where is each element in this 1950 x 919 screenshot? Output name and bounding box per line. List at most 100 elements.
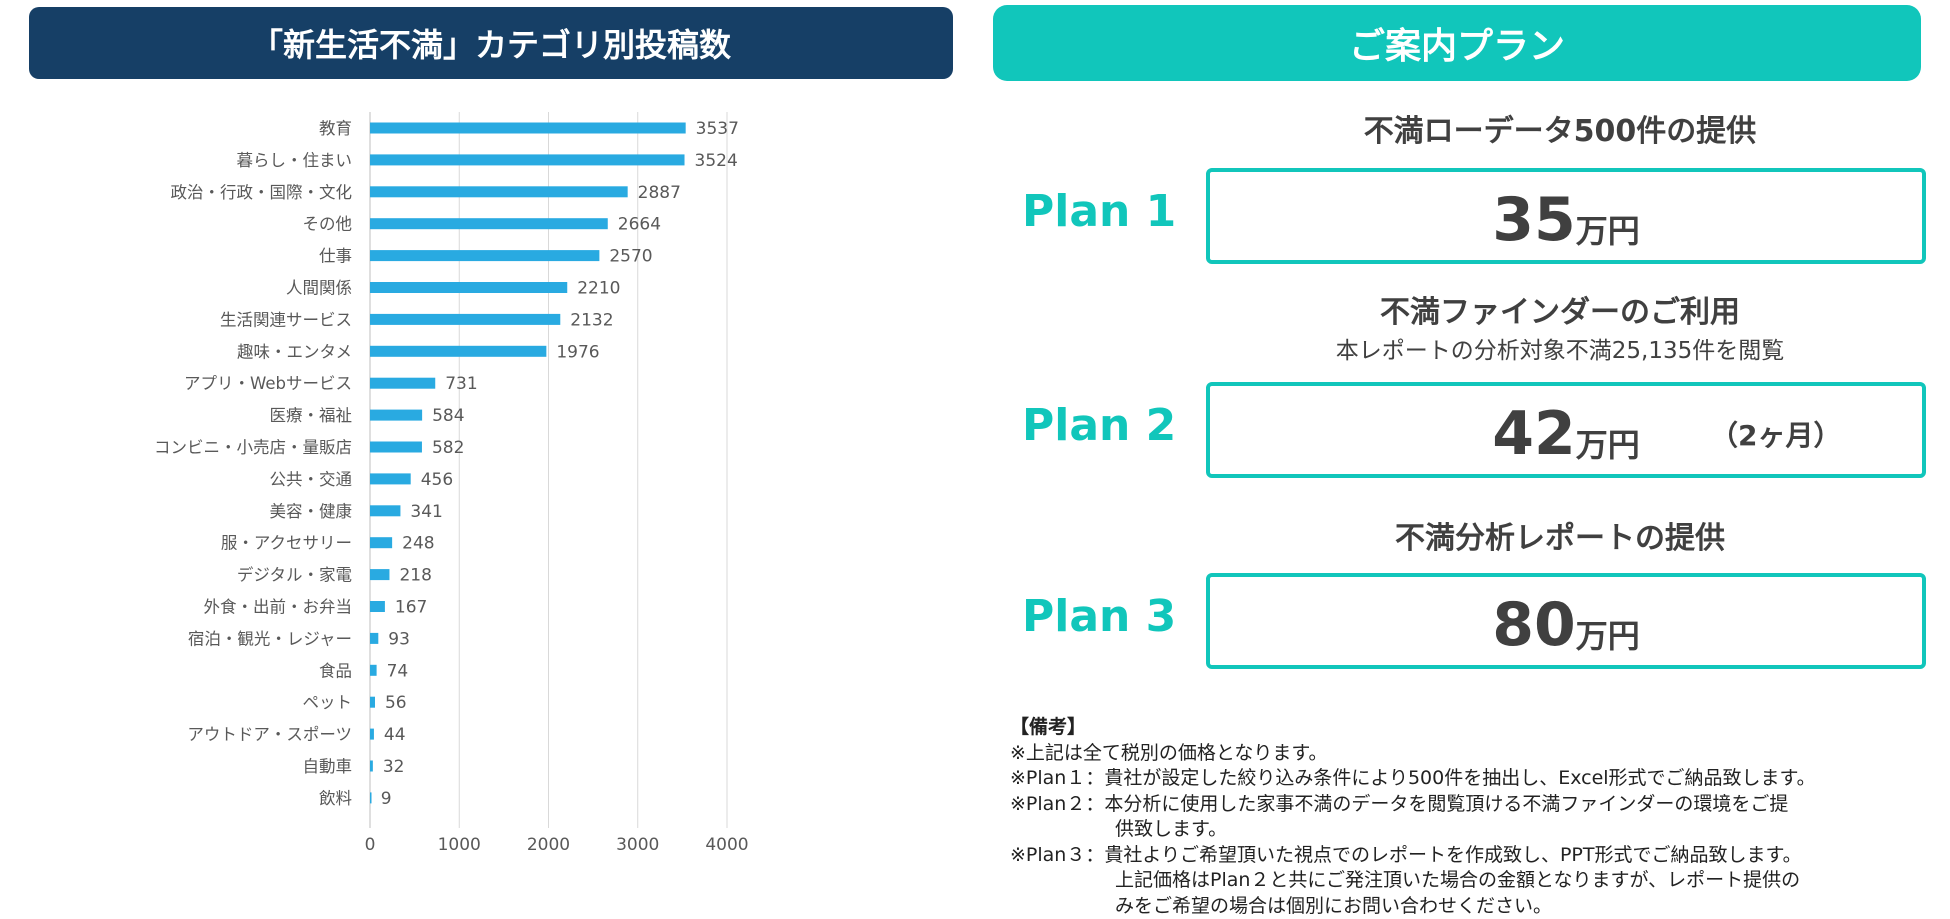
- x-tick-label: 1000: [438, 835, 481, 855]
- category-label: 宿泊・観光・レジャー: [188, 629, 352, 648]
- bar: [370, 601, 385, 612]
- plan2-price: 42 万円 （2ヶ月）: [1210, 386, 1922, 474]
- plan2-price-box: 42 万円 （2ヶ月）: [1206, 382, 1926, 478]
- bar: [370, 378, 435, 389]
- category-label: 服・アクセサリー: [221, 534, 352, 553]
- bar: [370, 442, 422, 453]
- plan3-price-amount: 80: [1492, 595, 1576, 655]
- plan2-subtitle: 本レポートの分析対象不満25,135件を閲覧: [1210, 331, 1910, 365]
- plan1-price-box: 35 万円: [1206, 168, 1926, 264]
- plan1-title: 不満ローデータ500件の提供: [1210, 106, 1910, 150]
- data-label: 2570: [609, 247, 652, 267]
- plan2-price-unit: 万円: [1576, 426, 1640, 464]
- bar: [370, 761, 373, 772]
- plans-title: ご案内プラン: [1349, 17, 1565, 69]
- x-tick-label: 0: [365, 835, 376, 855]
- data-label: 32: [383, 757, 405, 777]
- data-label: 731: [445, 374, 477, 394]
- bar: [370, 697, 375, 708]
- category-label: 美容・健康: [270, 502, 353, 521]
- bar: [370, 186, 628, 197]
- category-label: アウトドア・スポーツ: [187, 725, 352, 744]
- notes-block: 【備考】 ※上記は全て税別の価格となります。 ※Plan１：貴社が設定した絞り込…: [1010, 715, 1930, 919]
- data-label: 93: [388, 629, 410, 649]
- bar: [370, 729, 374, 740]
- category-label: 教育: [319, 119, 352, 138]
- data-label: 3524: [695, 151, 738, 171]
- data-label: 56: [385, 693, 407, 713]
- notes-heading: 【備考】: [1010, 715, 1930, 741]
- data-label: 2132: [570, 310, 613, 330]
- bar: [370, 569, 389, 580]
- bar: [370, 123, 686, 134]
- chart-title: 「新生活不満」カテゴリ別投稿数: [251, 20, 731, 66]
- bar: [370, 250, 599, 261]
- bar: [370, 410, 422, 421]
- data-label: 44: [384, 725, 406, 745]
- plan3-price-unit: 万円: [1576, 617, 1640, 655]
- note-line: ※上記は全て税別の価格となります。: [1010, 741, 1930, 767]
- bar-chart: 0 1000 2000 3000 4000 教育 3537 暮らし・住まい 3524 政治・行政・…: [0, 100, 960, 860]
- category-label: 公共・交通: [270, 470, 353, 489]
- category-label: 暮らし・住まい: [237, 151, 353, 170]
- plan3-label: Plan 3: [1022, 591, 1176, 642]
- plan3-price-box: 80 万円: [1206, 573, 1926, 669]
- category-label: 外食・出前・お弁当: [204, 598, 353, 617]
- category-label: 仕事: [319, 247, 352, 266]
- category-label: アプリ・Webサービス: [184, 374, 352, 393]
- category-label: コンビニ・小売店・量販店: [154, 438, 352, 457]
- bar: [370, 792, 372, 803]
- note-line: ※Plan３：貴社よりご希望頂いた視点でのレポートを作成致し、PPT形式でご納品…: [1010, 843, 1930, 869]
- category-label: 飲料: [319, 789, 352, 808]
- category-label: 医療・福祉: [270, 406, 353, 425]
- bar: [370, 346, 546, 357]
- chart-header: 「新生活不満」カテゴリ別投稿数: [29, 7, 953, 79]
- bar: [370, 633, 378, 644]
- x-tick-label: 4000: [705, 835, 748, 855]
- data-label: 248: [402, 534, 434, 554]
- note-line: ※Plan２：本分析に使用した家事不満のデータを閲覧頂ける不満ファインダーの環境…: [1010, 792, 1930, 818]
- note-line: 供致します。: [1010, 817, 1930, 843]
- data-label: 9: [381, 789, 392, 809]
- data-label: 584: [432, 406, 464, 426]
- category-label: 趣味・エンタメ: [237, 342, 352, 361]
- category-label: 政治・行政・国際・文化: [171, 183, 353, 202]
- note-line: 上記価格はPlan２と共にご発注頂いた場合の金額となりますが、レポート提供の: [1010, 868, 1930, 894]
- data-label: 2664: [618, 215, 661, 235]
- plan2-title: 不満ファインダーのご利用: [1210, 287, 1910, 331]
- plan1-price-unit: 万円: [1576, 212, 1640, 250]
- data-label: 218: [399, 566, 431, 586]
- data-label: 74: [387, 661, 409, 681]
- plan1-price-amount: 35: [1492, 190, 1576, 250]
- data-label: 2887: [638, 183, 681, 203]
- bar: [370, 473, 411, 484]
- data-label: 456: [421, 470, 453, 490]
- category-label: その他: [303, 215, 353, 234]
- data-label: 1976: [556, 342, 599, 362]
- category-label: ペット: [303, 693, 353, 712]
- bar: [370, 154, 685, 165]
- data-label: 2210: [577, 279, 620, 299]
- category-label: 生活関連サービス: [220, 310, 352, 329]
- bar: [370, 505, 400, 516]
- data-label: 3537: [696, 119, 739, 139]
- category-label: 食品: [319, 661, 352, 680]
- bar: [370, 314, 560, 325]
- x-tick-label: 3000: [616, 835, 659, 855]
- plan2-label: Plan 2: [1022, 400, 1176, 451]
- plan2-price-amount: 42: [1492, 404, 1576, 464]
- plan3-price: 80 万円: [1210, 577, 1922, 665]
- data-label: 582: [432, 438, 464, 458]
- data-label: 341: [410, 502, 442, 522]
- plans-header: ご案内プラン: [993, 5, 1921, 81]
- bar: [370, 537, 392, 548]
- bar: [370, 282, 567, 293]
- plan2-duration: （2ヶ月）: [1710, 414, 1841, 454]
- bar: [370, 218, 608, 229]
- x-tick-label: 2000: [527, 835, 570, 855]
- data-label: 167: [395, 598, 427, 618]
- note-line: ※Plan１：貴社が設定した絞り込み条件により500件を抽出し、Excel形式で…: [1010, 766, 1930, 792]
- plan1-price: 35 万円: [1210, 172, 1922, 260]
- category-label: 自動車: [303, 757, 353, 776]
- note-line: みをご希望の場合は個別にお問い合わせください。: [1010, 894, 1930, 919]
